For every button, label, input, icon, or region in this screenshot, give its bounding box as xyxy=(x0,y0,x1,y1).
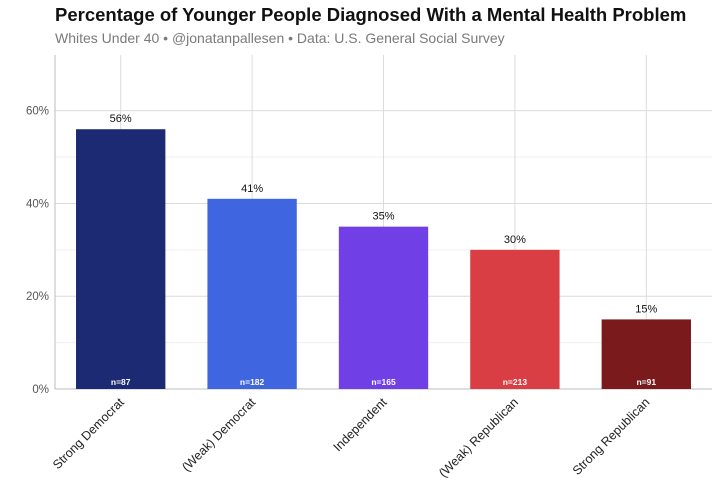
bar-n-label: n=91 xyxy=(636,377,656,387)
chart-title: Percentage of Younger People Diagnosed W… xyxy=(55,4,687,25)
bar-value-label: 30% xyxy=(504,234,526,246)
bar-value-label: 15% xyxy=(635,303,657,315)
chart-subtitle: Whites Under 40 • @jonatanpallesen • Dat… xyxy=(55,30,505,46)
bar-n-label: n=165 xyxy=(371,377,396,387)
y-tick-label: 0% xyxy=(32,384,49,396)
y-tick-label: 20% xyxy=(26,291,49,303)
bar-n-label: n=182 xyxy=(240,377,265,387)
bar-value-label: 56% xyxy=(110,113,132,125)
bar xyxy=(207,198,297,389)
x-tick-label: Strong Democrat xyxy=(50,395,127,472)
bar xyxy=(601,319,691,389)
x-tick-label: Strong Republican xyxy=(570,395,653,478)
x-tick-label: (Weak) Democrat xyxy=(179,395,258,474)
x-tick-label: Independent xyxy=(331,395,390,454)
bar-n-label: n=213 xyxy=(503,377,528,387)
bar-value-label: 41% xyxy=(241,183,263,195)
bar xyxy=(76,129,166,389)
y-tick-label: 60% xyxy=(26,106,49,118)
bar-value-label: 35% xyxy=(372,211,394,223)
bar xyxy=(338,226,429,389)
bar xyxy=(470,249,560,389)
bar-n-label: n=87 xyxy=(111,377,131,387)
x-tick-label: (Weak) Republican xyxy=(436,395,521,480)
y-tick-label: 40% xyxy=(26,198,49,210)
